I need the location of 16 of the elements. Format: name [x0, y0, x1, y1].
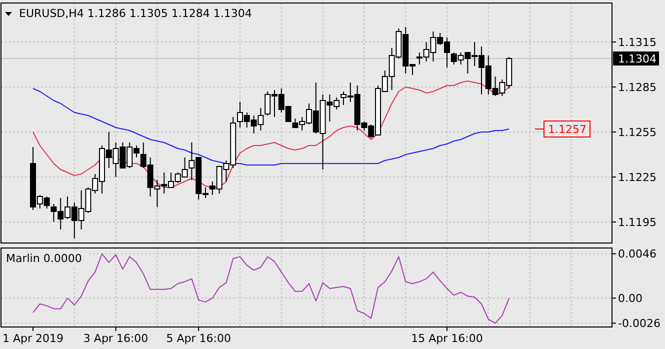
y-tick-label: 0.0046 — [618, 248, 656, 261]
x-tick-label: 1 Apr 2019 — [2, 332, 64, 345]
text: 1.1257 — [548, 122, 586, 136]
ref-line-label: 1.1304 — [618, 52, 656, 66]
chart-title: EURUSD,H4 1.1286 1.1305 1.1284 1.1304 — [19, 7, 252, 20]
y-tick-label: 1.1255 — [618, 126, 656, 139]
y-tick-label: 1.1195 — [618, 216, 656, 229]
y-tick-label: -0.0026 — [618, 316, 660, 330]
y-tick-label: 1.1285 — [618, 80, 656, 94]
x-tick-label: 3 Apr 16:00 — [83, 332, 148, 345]
x-tick-label: 5 Apr 16:00 — [166, 332, 231, 345]
y-tick-label: 1.1225 — [618, 170, 656, 184]
chart-title: Marlin 0.0000 — [6, 252, 82, 265]
x-tick-label: 15 Apr 16:00 — [411, 332, 483, 345]
y-tick-label: 0.00 — [618, 292, 642, 305]
y-tick-label: 1.1315 — [618, 36, 656, 49]
